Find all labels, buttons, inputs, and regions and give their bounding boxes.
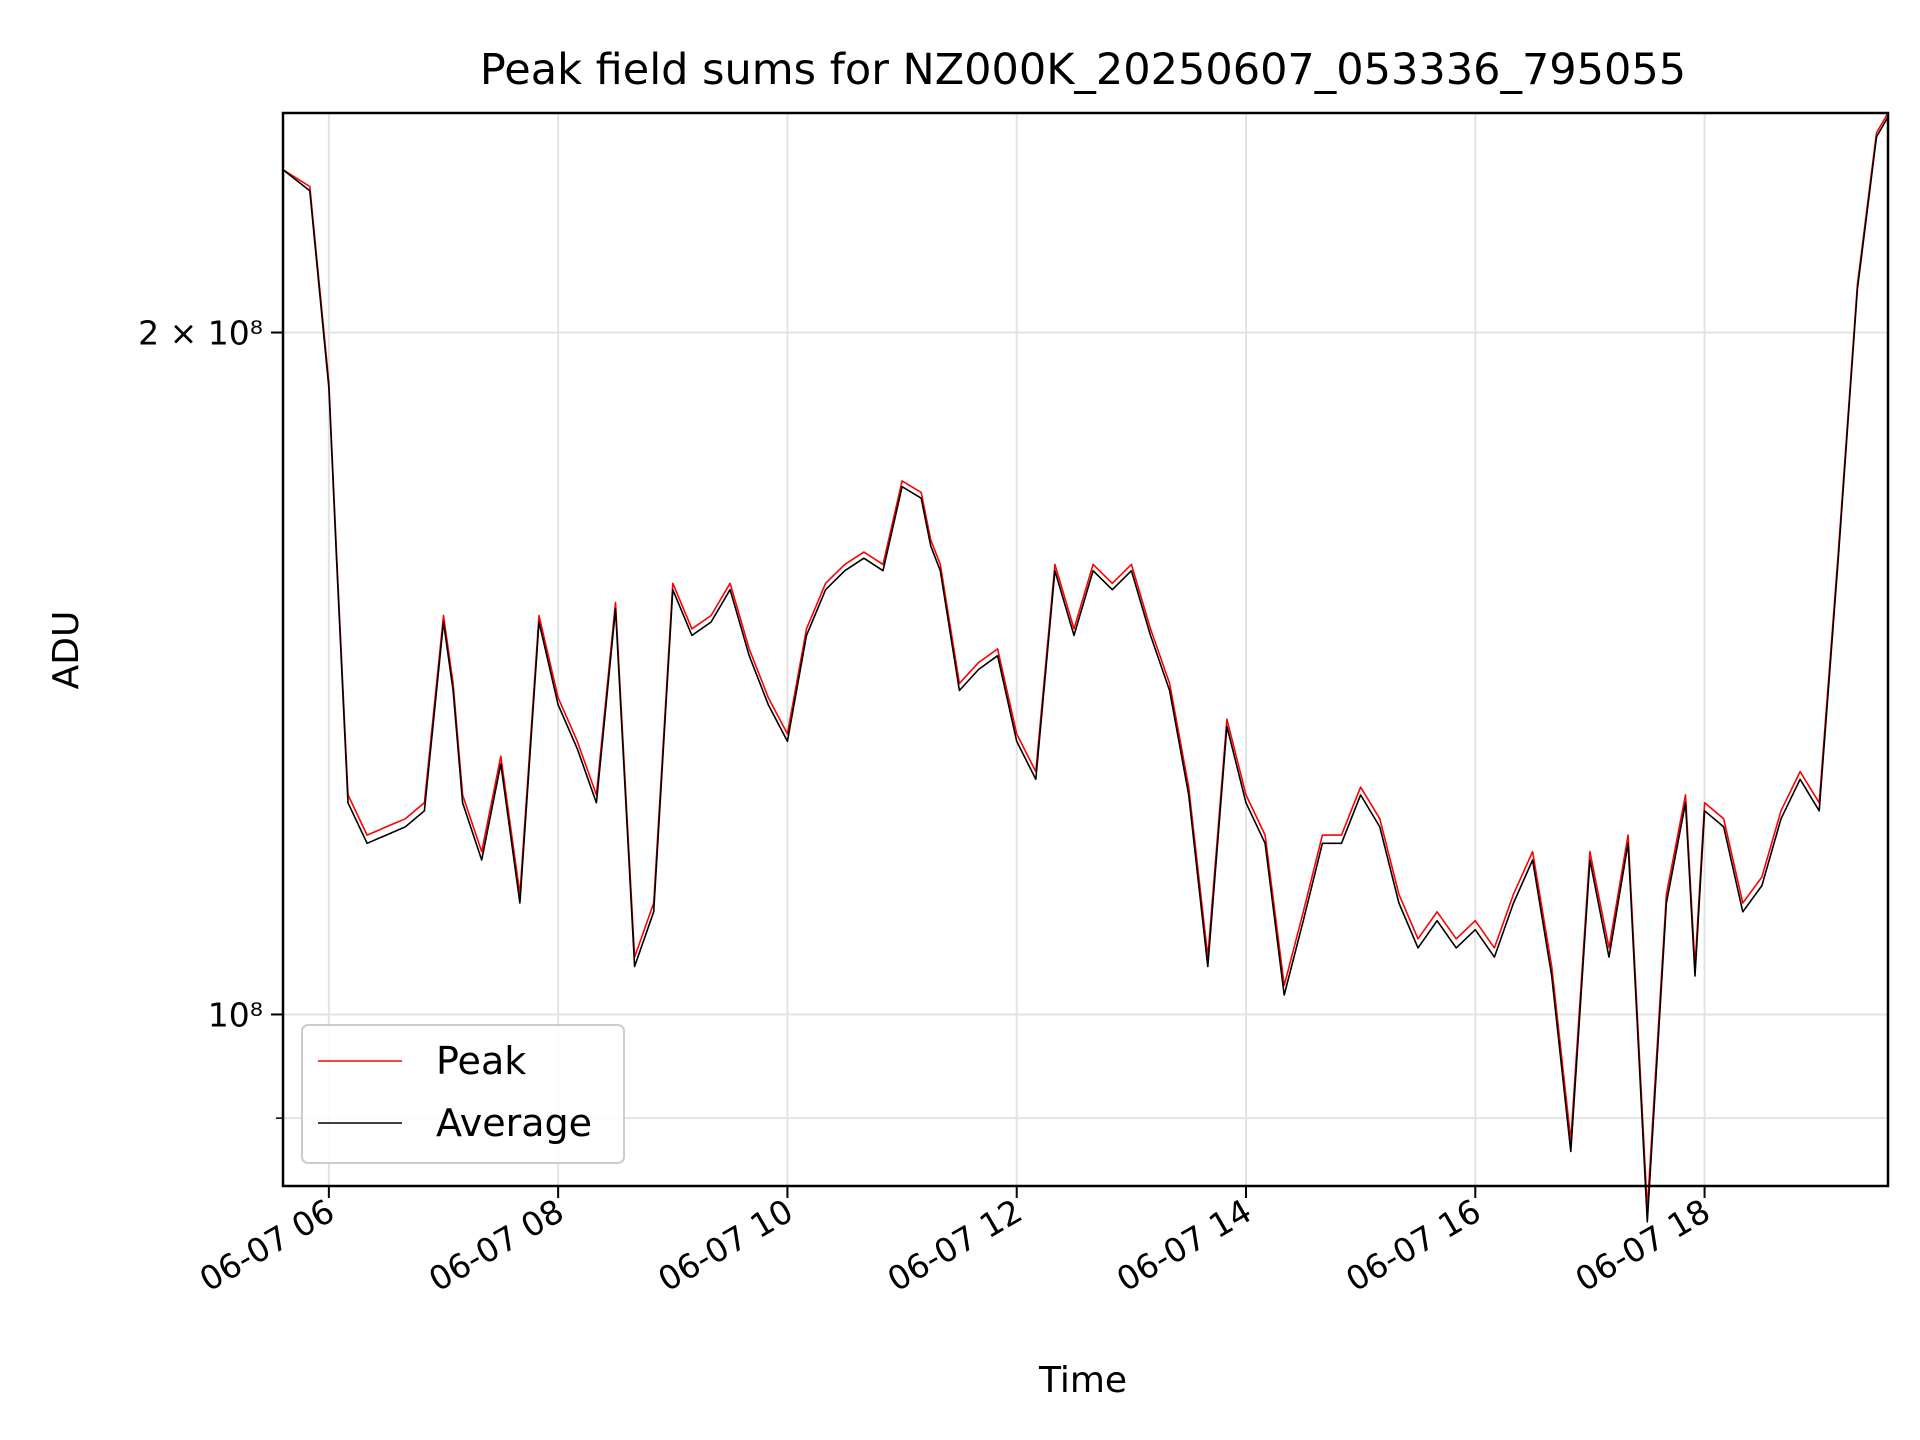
plot-area: [282, 112, 1889, 1223]
legend: Peak Average: [301, 1024, 625, 1164]
chart-title: Peak field sums for NZ000K_20250607_0533…: [480, 45, 1686, 95]
y-tick-label: 2 × 10⁸: [138, 314, 263, 353]
x-axis-label: Time: [1038, 1360, 1127, 1401]
grid: [283, 113, 1888, 1186]
x-tick-label: 06-07 06: [193, 1191, 341, 1299]
y-axis-label: ADU: [46, 611, 87, 690]
y-axis: 2 × 10⁸ 10⁸: [138, 314, 283, 1119]
x-tick-label: 06-07 12: [881, 1191, 1029, 1299]
series-line-average: [282, 116, 1889, 1223]
x-tick-label: 06-07 16: [1339, 1191, 1487, 1299]
legend-average-label: Average: [436, 1101, 592, 1145]
legend-peak-label: Peak: [436, 1039, 526, 1083]
legend-box: [301, 1024, 625, 1164]
x-axis: 06-07 06 06-07 08 06-07 10 06-07 12 06-07 14…: [193, 1186, 1717, 1299]
axes-frame: [281, 111, 1890, 1188]
x-tick-label: 06-07 08: [422, 1191, 570, 1299]
x-tick-label: 06-07 14: [1110, 1191, 1258, 1299]
x-tick-label: 06-07 18: [1569, 1191, 1717, 1299]
y-tick-label: 10⁸: [208, 995, 263, 1034]
x-tick-label: 06-07 10: [651, 1191, 799, 1299]
